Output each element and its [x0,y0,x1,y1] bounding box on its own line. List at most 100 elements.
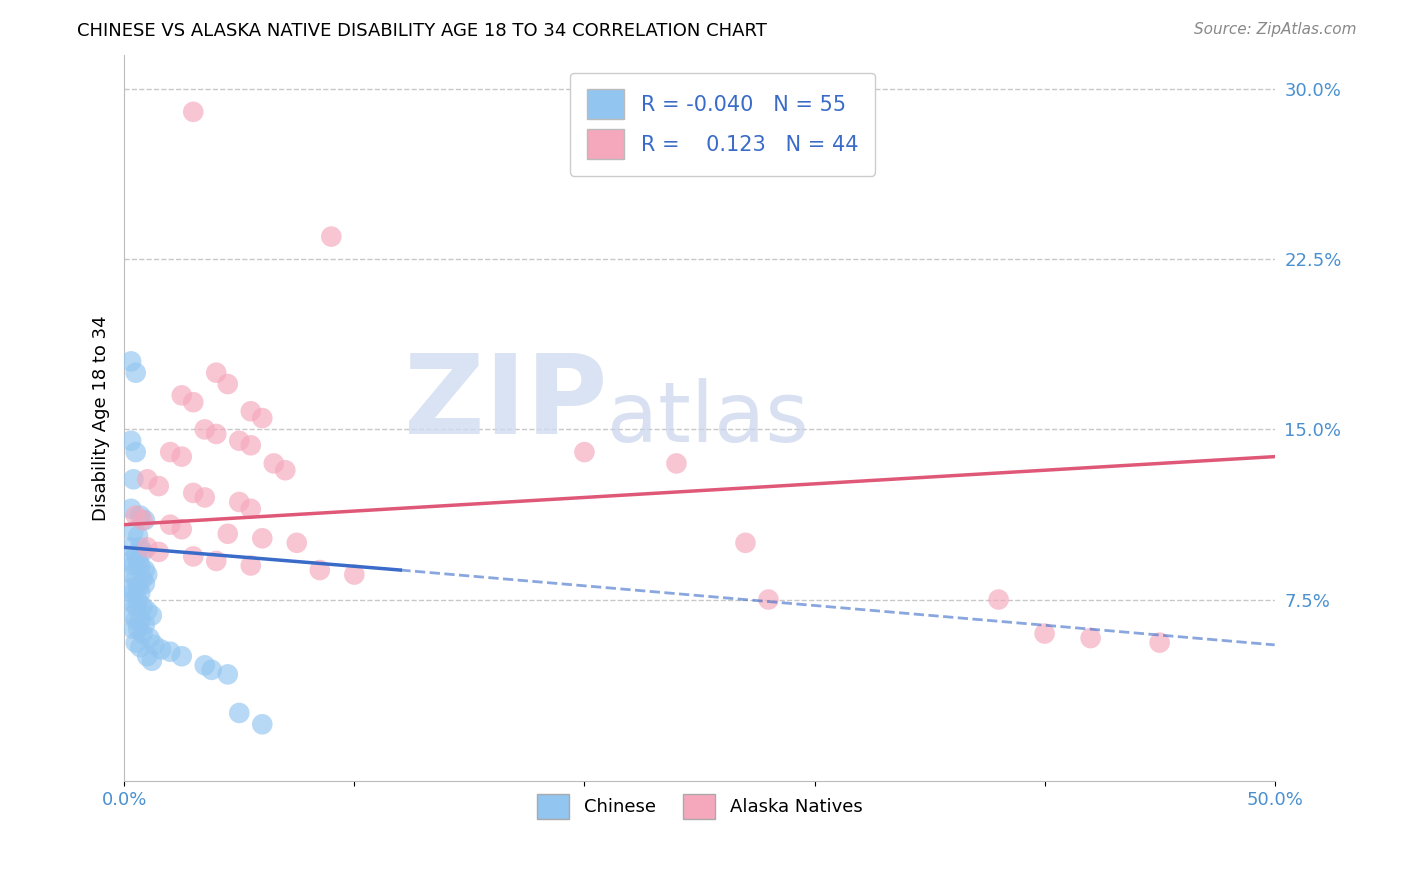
Point [129,541,152,555]
Point [170,450,193,464]
Point [143,638,166,652]
Point [321,229,343,244]
Point [194,658,217,673]
Point [120,581,142,595]
Y-axis label: Disability Age 18 to 34: Disability Age 18 to 34 [93,315,110,521]
Point [120,434,142,448]
Point [1033,626,1056,640]
Point [125,508,148,523]
Point [205,554,228,568]
Point [1149,635,1171,649]
Point [136,472,159,486]
Point [343,567,366,582]
Point [129,613,152,627]
Point [127,529,149,543]
Point [239,501,262,516]
Point [122,585,145,599]
Point [136,567,159,582]
Point [125,599,148,614]
Point [159,445,181,459]
Point [125,635,148,649]
Point [127,622,149,636]
Point [228,495,250,509]
Point [758,592,780,607]
Point [159,517,181,532]
Point [131,513,153,527]
Point [217,377,239,392]
Point [263,457,285,471]
Point [170,388,193,402]
Text: CHINESE VS ALASKA NATIVE DISABILITY AGE 18 TO 34 CORRELATION CHART: CHINESE VS ALASKA NATIVE DISABILITY AGE … [77,22,768,40]
Point [125,366,148,380]
Point [170,522,193,536]
Point [285,536,308,550]
Point [228,434,250,448]
Point [148,545,170,559]
Point [122,567,145,582]
Point [120,595,142,609]
Point [574,445,596,459]
Point [205,366,228,380]
Point [141,608,163,623]
Point [129,508,152,523]
Point [217,526,239,541]
Text: Source: ZipAtlas.com: Source: ZipAtlas.com [1194,22,1357,37]
Point [252,531,274,545]
Point [181,549,204,564]
Point [129,558,152,573]
Point [228,706,250,720]
Point [141,654,163,668]
Point [194,422,217,436]
Point [129,585,152,599]
Text: ZIP: ZIP [404,350,607,457]
Point [125,547,148,561]
Point [239,438,262,452]
Point [125,613,148,627]
Point [134,513,156,527]
Point [987,592,1010,607]
Point [131,572,153,586]
Point [136,649,159,664]
Point [122,524,145,539]
Point [122,608,145,623]
Point [131,599,153,614]
Point [131,626,153,640]
Point [134,576,156,591]
Point [308,563,330,577]
Point [131,545,153,559]
Point [239,558,262,573]
Point [170,649,193,664]
Point [138,631,160,645]
Text: atlas: atlas [607,377,810,458]
Point [194,491,217,505]
Point [217,667,239,681]
Point [181,486,204,500]
Point [122,622,145,636]
Point [205,426,228,441]
Point [125,572,148,586]
Point [120,501,142,516]
Point [129,640,152,655]
Point [120,541,142,555]
Point [274,463,297,477]
Point [122,558,145,573]
Point [252,717,274,731]
Point [181,104,204,119]
Point [252,411,274,425]
Point [127,595,149,609]
Point [148,479,170,493]
Point [127,581,149,595]
Point [665,457,688,471]
Point [734,536,756,550]
Point [181,395,204,409]
Point [122,472,145,486]
Point [134,617,156,632]
Point [1080,631,1102,645]
Point [159,645,181,659]
Point [239,404,262,418]
Point [150,642,173,657]
Point [125,445,148,459]
Point [201,663,224,677]
Point [134,563,156,577]
Point [120,354,142,368]
